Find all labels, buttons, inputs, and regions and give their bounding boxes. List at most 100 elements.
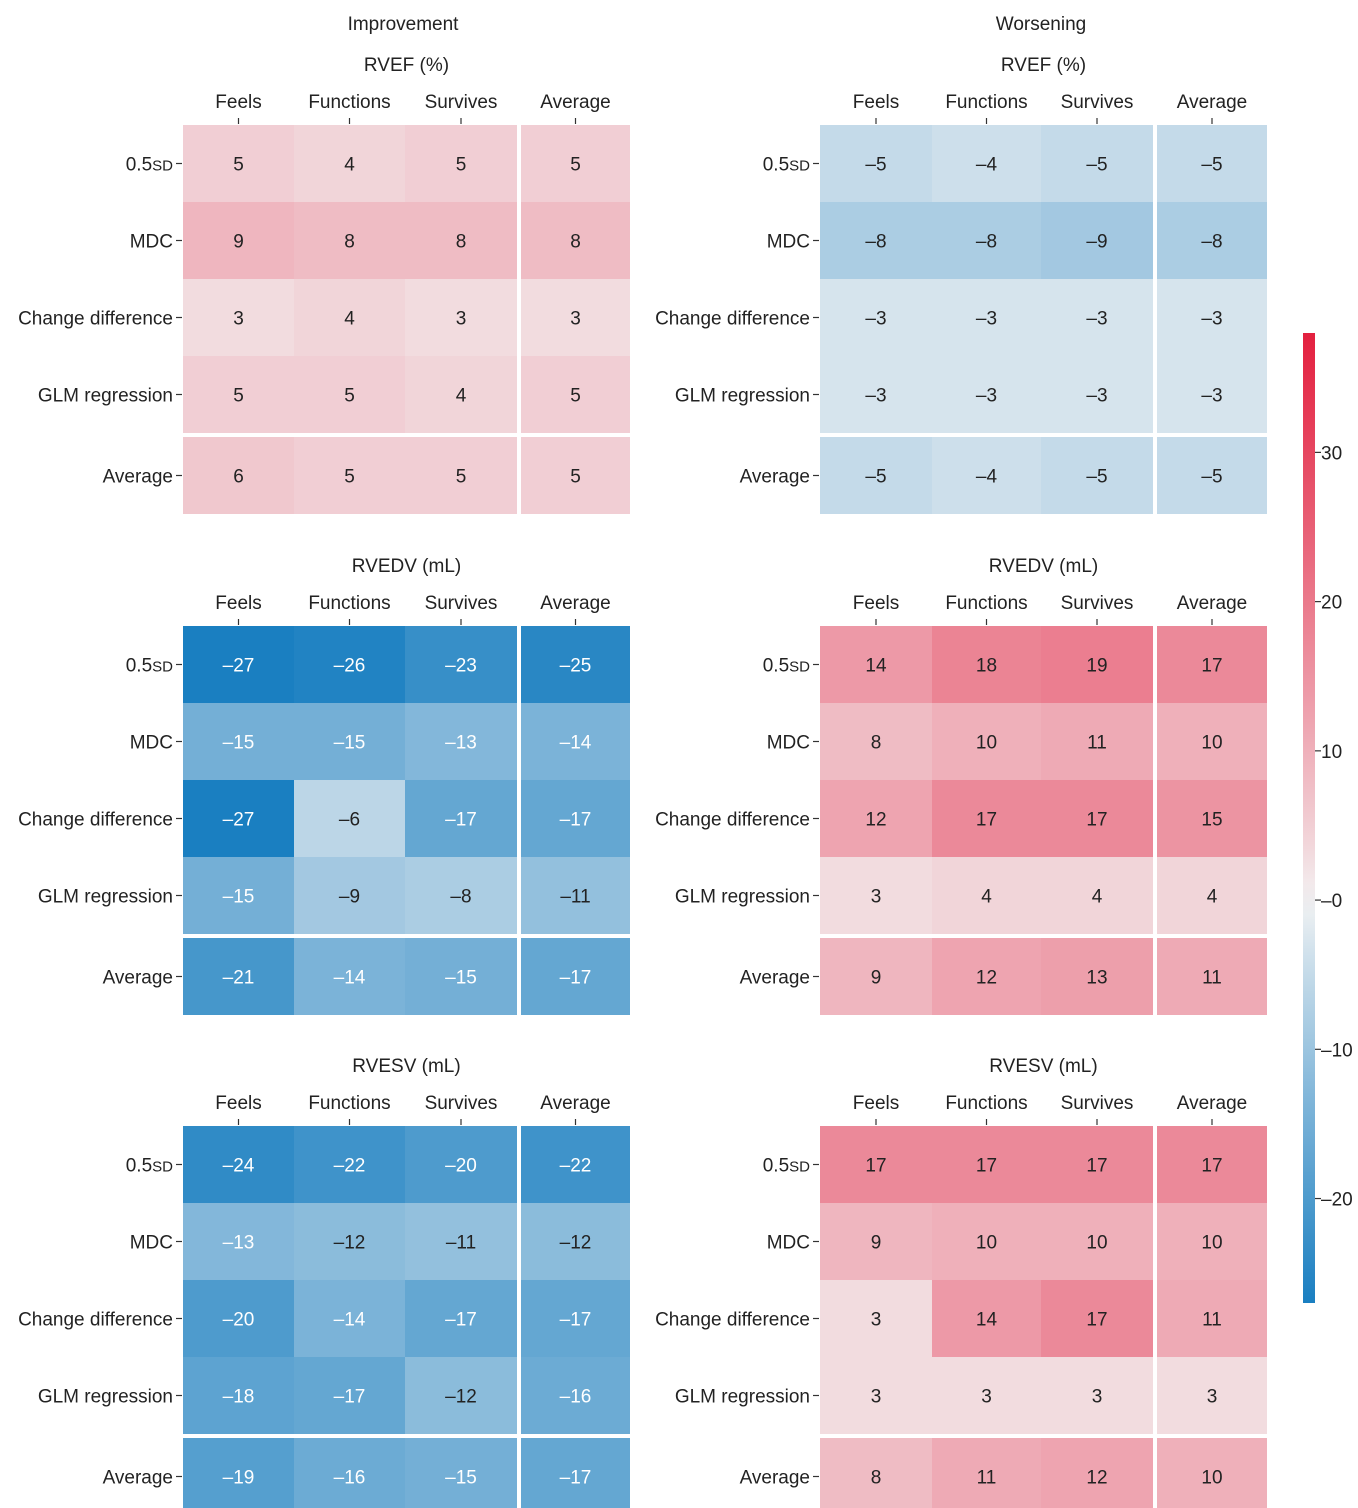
heatmap-cell [521,780,630,857]
x-tick-label: Functions [945,92,1027,113]
x-tick-label: Feels [215,92,261,113]
cell-label: 10 [1086,1233,1107,1254]
y-tick-label: 0.5SD [126,656,173,677]
heatmap-cell [183,437,294,514]
heatmap-cell [932,1203,1041,1280]
y-tick-label: GLM regression [675,1387,810,1408]
y-tick-label: MDC [130,232,173,253]
cell-label: 14 [865,656,887,677]
heatmap-cell [405,857,517,934]
cell-label: 17 [1086,810,1107,831]
cell-label: 11 [1202,968,1222,989]
x-tick-label: Feels [853,593,899,614]
y-tick-label: MDC [767,733,810,754]
y-tick-label: 0.5SD [126,1156,173,1177]
x-tick-label: Survives [1061,92,1134,113]
cell-label: 11 [1202,1310,1222,1331]
cell-label: 4 [981,887,992,908]
heatmap-cell [183,626,294,703]
heatmap-cell [521,626,630,703]
x-tick-label: Feels [853,92,899,113]
cell-label: –6 [339,810,360,831]
heatmap-cell [932,780,1041,857]
heatmap-cell [294,279,405,356]
cell-label: 4 [344,309,355,330]
heatmap-cell [521,857,630,934]
cell-label: 8 [570,232,581,253]
cell-label: 3 [456,309,467,330]
x-tick-label: Survives [1061,1093,1134,1114]
heatmap-cell [294,1203,405,1280]
heatmap-cell [521,125,630,202]
cell-label: 11 [1087,733,1107,754]
panel-title: RVEF (%) [1001,55,1086,76]
y-tick-label: Average [740,968,810,989]
y-tick-label: Change difference [655,810,810,831]
cell-label: 3 [871,1387,882,1408]
column-headers: Improvement Worsening [348,14,1087,35]
colorbar-tick-label: 30 [1321,443,1342,464]
heatmap-cell [521,1280,630,1357]
cell-label: –12 [560,1233,592,1254]
cell-label: –14 [334,1310,366,1331]
cell-label: –17 [560,1468,592,1489]
heatmap-cell [932,857,1041,934]
cell-label: 17 [1086,1156,1107,1177]
cell-label: –15 [334,733,366,754]
heatmap-cell [294,780,405,857]
y-tick-label: MDC [130,1233,173,1254]
x-tick-label: Average [540,92,610,113]
heatmap-cell [1157,1357,1267,1434]
y-tick-label: GLM regression [675,386,810,407]
heatmap-cell [183,780,294,857]
heatmap-cell [932,1438,1041,1508]
x-tick-label: Survives [425,92,498,113]
heatmap-cell [294,857,405,934]
heatmap-cell [183,857,294,934]
cell-label: 9 [233,232,244,253]
cell-label: –8 [450,887,471,908]
x-tick-label: Feels [215,593,261,614]
heatmap-cell [183,1203,294,1280]
heatmap-cell [932,437,1041,514]
heatmap-panel: RVESV (mL) –24 –22 –20 –22 –13 –12 –11 –12 –20 –14… [18,1056,630,1508]
cell-label: –27 [223,810,255,831]
heatmap-cell [1041,703,1153,780]
heatmap-cell [294,1357,405,1434]
cell-label: 9 [871,1233,882,1254]
heatmap-cell [1157,1203,1267,1280]
cell-label: –14 [334,968,366,989]
y-tick-label: Change difference [18,810,173,831]
y-tick-label: GLM regression [38,1387,173,1408]
heatmap-panel: RVEDV (mL) 14 18 19 17 8 10 11 10 12 17 17 15 3 4 4 4 9 12… [655,556,1267,1015]
heatmap-cell [183,125,294,202]
cell-label: –16 [334,1468,366,1489]
heatmap-panel: RVESV (mL) 17 17 17 17 9 10 10 10 3 14 17 11 3 3 3 3 8 11 1… [655,1056,1267,1508]
heatmap-cell [932,1357,1041,1434]
heatmap-cell [1041,202,1153,279]
x-tick-label: Average [540,1093,610,1114]
heatmap-cell [183,1357,294,1434]
heatmap-cell [1157,279,1267,356]
y-tick-label: Average [103,968,173,989]
heatmap-cell [1041,1357,1153,1434]
heatmap-cell [521,437,630,514]
heatmap-cell [183,279,294,356]
cell-label: 8 [871,1468,882,1489]
cell-label: 10 [1201,1233,1222,1254]
cell-label: –12 [334,1233,366,1254]
cell-label: 9 [871,968,882,989]
cell-label: –3 [1086,386,1107,407]
heatmap-cell [1157,356,1267,433]
x-tick-label: Survives [1061,593,1134,614]
colorbar-gradient [1303,333,1315,1303]
cell-label: 5 [456,155,467,176]
heatmap-cell [1157,202,1267,279]
cell-label: 12 [1086,1468,1107,1489]
cell-label: 11 [977,1468,997,1489]
heatmap-panel: RVEDV (mL) –27 –26 –23 –25 –15 –15 –13 –14 –27 –6 –… [18,556,630,1015]
cell-label: –17 [560,1310,592,1331]
heatmap-cell [1157,1280,1267,1357]
heatmap-cell [1041,938,1153,1015]
cell-label: –22 [560,1156,592,1177]
